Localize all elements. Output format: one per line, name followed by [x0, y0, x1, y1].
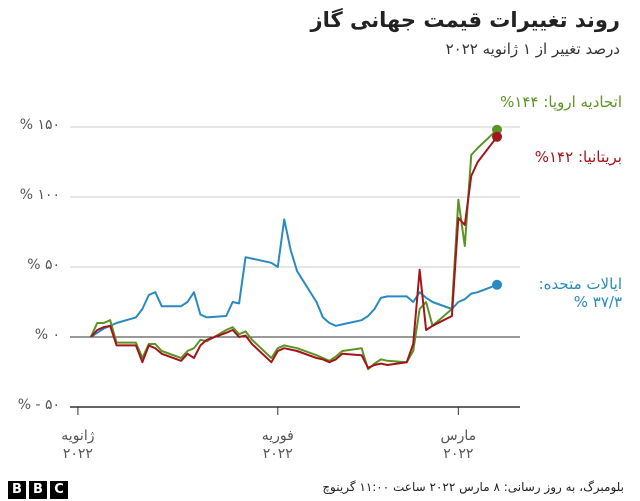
series-end-label: %۱۴۴: [500, 93, 539, 111]
x-tick-label: فوریه ۲۰۲۲: [261, 428, 294, 462]
series-end-label: % ۳۷/۳: [573, 293, 622, 311]
x-tick-label: ژانویه ۲۰۲۲: [61, 428, 95, 462]
end-dot: [492, 131, 503, 142]
logo-letter: B: [29, 481, 47, 499]
series-line: [90, 136, 498, 369]
chart-title: روند تغییرات قیمت جهانی گاز: [310, 8, 620, 32]
logo: B B C: [8, 481, 68, 499]
series-end-label: %۱۴۲: [534, 148, 574, 166]
series-label: بریتانیا: %۱۴۲: [442, 148, 622, 166]
y-tick-label: % ۰: [34, 327, 60, 343]
chart-subtitle: درصد تغییر از ۱ ژانویه ۲۰۲۲: [445, 40, 620, 58]
logo-letter: B: [8, 481, 26, 499]
series-label: اتحادیه اروپا: %۱۴۴: [442, 93, 622, 111]
series-label: ایالات متحده:% ۳۷/۳: [442, 275, 622, 311]
source: بلومبرگ، به روز رسانی: ۸ مارس ۲۰۲۲ ساعت …: [322, 480, 624, 494]
y-tick-label: % ۱۰۰: [19, 187, 60, 203]
end-dot: [492, 124, 503, 135]
y-tick-label: % ۱۵۰: [19, 117, 60, 133]
series-line: [90, 218, 498, 338]
series-name: بریتانیا:: [577, 148, 622, 166]
y-tick-label: % ۵۰: [27, 257, 60, 273]
series-name: اتحادیه اروپا:: [543, 93, 622, 111]
series-name: ایالات متحده:: [538, 275, 622, 293]
x-tick-label: مارس ۲۰۲۲: [440, 428, 477, 462]
y-tick-label: % - ۵۰: [17, 397, 60, 413]
series-line: [89, 129, 498, 371]
end-dot: [492, 279, 503, 290]
logo-letter: C: [50, 481, 68, 499]
